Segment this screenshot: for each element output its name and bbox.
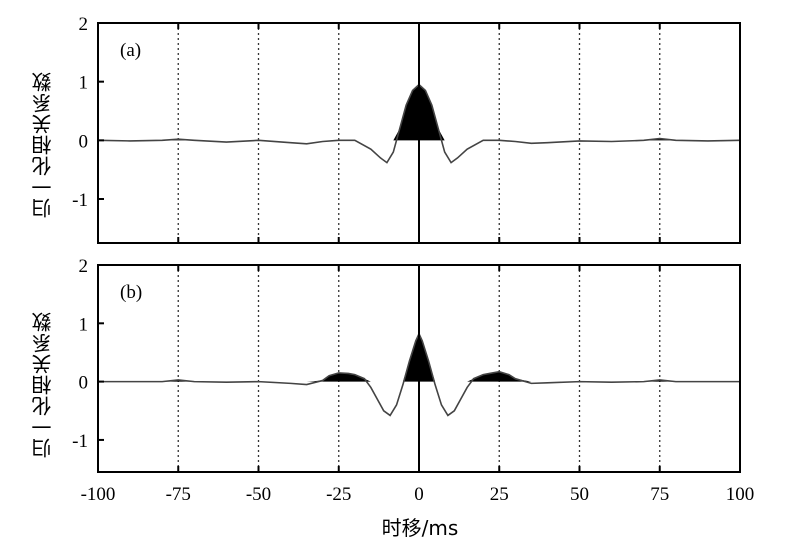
y-tick-label: 1	[79, 314, 89, 335]
y-axis-label-a: 归一化相关系数	[31, 71, 55, 219]
y-tick-label: -1	[72, 431, 88, 452]
x-tick-label: 75	[650, 484, 669, 505]
panel-a: 2 1 0 -1 (a)	[72, 14, 741, 244]
panel-label: (a)	[120, 40, 141, 61]
y-tick-label: 1	[79, 73, 89, 94]
x-tick-label: 0	[414, 484, 424, 505]
panel-label: (b)	[120, 282, 142, 303]
x-tick-label: 100	[726, 484, 755, 505]
panel-b: 2 1 0 -1 (b)	[72, 256, 741, 473]
x-tick-label: -100	[81, 484, 116, 505]
x-tick-label: -50	[246, 484, 271, 505]
x-tick-label: -75	[166, 484, 191, 505]
y-tick-label: 2	[79, 256, 89, 277]
y-tick-label: 2	[79, 14, 89, 35]
x-tick-label: -25	[326, 484, 351, 505]
x-tick-label: 25	[490, 484, 509, 505]
y-tick-label: 0	[79, 373, 89, 394]
y-tick-label: -1	[72, 190, 88, 211]
x-tick-labels: -100 -75 -50 -25 0 25 50 75 100	[81, 484, 755, 505]
x-axis-label: 时移/ms	[381, 516, 459, 540]
y-axis-label-b: 归一化相关系数	[31, 311, 55, 459]
y-tick-label: 0	[79, 131, 89, 152]
x-tick-label: 50	[570, 484, 589, 505]
